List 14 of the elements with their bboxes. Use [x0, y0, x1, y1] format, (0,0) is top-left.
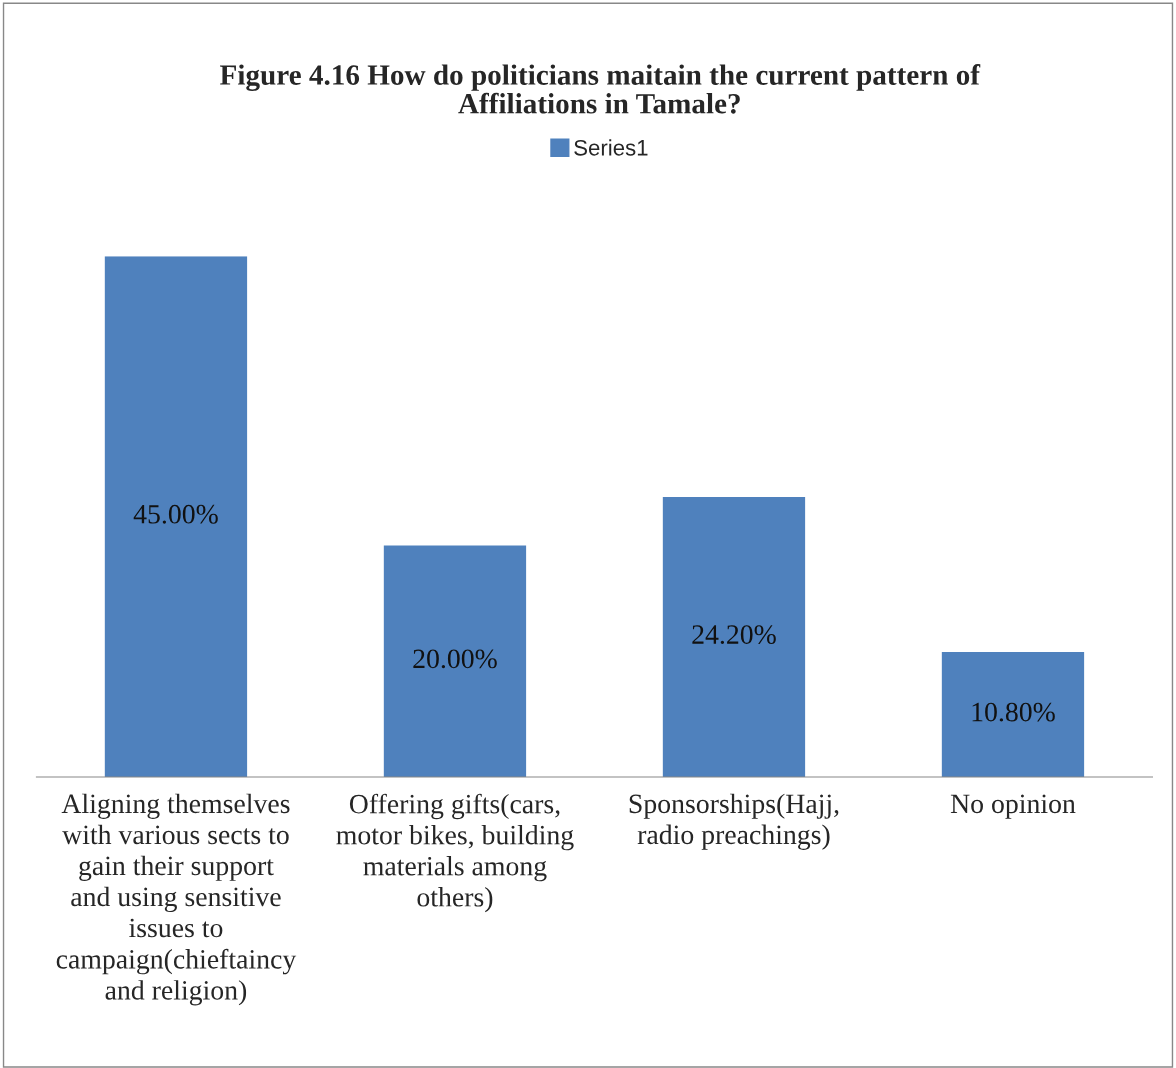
- x-tick-label: Sponsorships(Hajj, radio preachings): [629, 793, 839, 850]
- bar: [104, 256, 248, 777]
- x-tick-label: Aligning themselves with various sects to gain their support and using sensitive issues to campaign(chieftaincy and religion): [56, 793, 297, 1006]
- bar: [941, 652, 1085, 777]
- legend-label: Series1: [574, 139, 648, 156]
- x-tick-label: No opinion: [950, 794, 1076, 819]
- bar: [662, 496, 806, 777]
- x-tick-label: Offering gifts(cars, motor bikes, building materials among others): [336, 793, 574, 913]
- data-label: 45.00%: [133, 504, 218, 524]
- data-label: 20.00%: [413, 649, 497, 669]
- bar: [383, 545, 527, 777]
- data-label: 10.80%: [972, 702, 1055, 722]
- data-label: 24.20%: [692, 625, 776, 645]
- chart-title: Figure 4.16 How do politicians maitain the current pattern of Affiliations in Tamale?: [220, 64, 981, 114]
